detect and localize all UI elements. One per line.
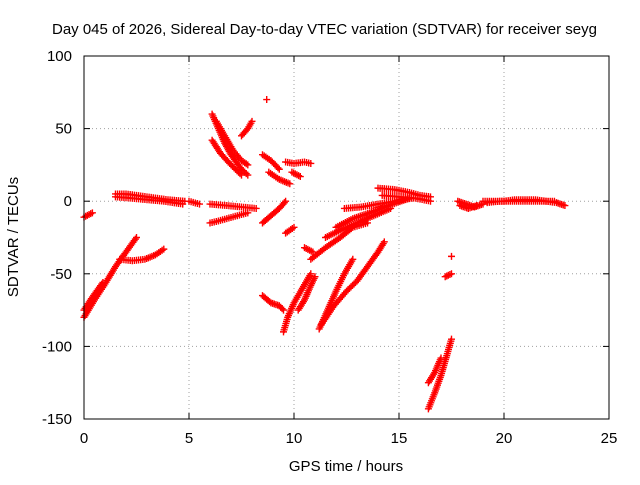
data-point bbox=[179, 200, 187, 208]
data-point bbox=[274, 164, 282, 172]
data-point bbox=[244, 171, 252, 179]
data-point bbox=[252, 204, 260, 212]
x-tick-label: 5 bbox=[185, 430, 193, 447]
data-point bbox=[88, 209, 96, 217]
data-point bbox=[236, 170, 244, 178]
data-point bbox=[242, 160, 250, 168]
data-point bbox=[561, 202, 569, 210]
y-tick-label: 50 bbox=[55, 121, 72, 138]
data-point bbox=[296, 173, 304, 181]
data-point bbox=[311, 273, 319, 281]
data-point bbox=[160, 245, 168, 253]
data-point bbox=[278, 305, 286, 313]
data-point bbox=[307, 270, 315, 278]
x-tick-label: 0 bbox=[80, 430, 88, 447]
data-point bbox=[473, 202, 481, 210]
y-axis-label: SDTVAR / TECUs bbox=[5, 177, 22, 297]
axes: 0 5 10 15 20 25 -150 -100 -50 0 50 100 bbox=[42, 48, 617, 447]
data-point bbox=[349, 255, 357, 263]
data-point bbox=[444, 271, 452, 279]
data-point bbox=[441, 273, 449, 281]
data-point bbox=[244, 161, 252, 169]
x-tick-label: 20 bbox=[496, 430, 513, 447]
y-tick-label: 100 bbox=[47, 48, 72, 65]
data-points bbox=[80, 96, 569, 413]
data-point bbox=[286, 180, 294, 188]
grid bbox=[84, 56, 609, 419]
data-point bbox=[196, 200, 203, 208]
x-axis-label: GPS time / hours bbox=[289, 458, 403, 475]
data-point bbox=[98, 280, 106, 288]
data-point bbox=[275, 165, 283, 173]
data-point bbox=[280, 199, 288, 207]
data-point bbox=[307, 159, 315, 167]
data-point bbox=[437, 354, 445, 362]
y-tick-label: -150 bbox=[42, 411, 72, 428]
data-point bbox=[99, 279, 107, 287]
data-point bbox=[448, 270, 455, 278]
data-point bbox=[282, 197, 290, 205]
data-point bbox=[263, 96, 271, 104]
chart-title: Day 045 of 2026, Sidereal Day-to-day VTE… bbox=[52, 21, 597, 38]
data-point bbox=[133, 234, 140, 241]
y-tick-label: -100 bbox=[42, 338, 72, 355]
data-point bbox=[443, 272, 451, 280]
data-point bbox=[131, 235, 139, 243]
plot-frame bbox=[83, 55, 610, 420]
y-tick-label: -50 bbox=[50, 266, 72, 283]
data-point bbox=[280, 306, 287, 314]
data-point bbox=[238, 171, 245, 179]
data-point bbox=[380, 238, 388, 246]
data-point bbox=[446, 271, 454, 279]
data-point bbox=[242, 170, 250, 178]
data-point bbox=[448, 252, 455, 260]
data-point bbox=[550, 197, 558, 205]
y-tick-label: 0 bbox=[64, 193, 72, 210]
data-point bbox=[290, 223, 298, 231]
data-point bbox=[427, 197, 434, 205]
data-point bbox=[244, 209, 252, 217]
x-tick-label: 25 bbox=[601, 430, 618, 447]
x-tick-label: 15 bbox=[391, 430, 408, 447]
data-point bbox=[448, 335, 455, 343]
data-point bbox=[248, 117, 256, 125]
x-tick-label: 10 bbox=[286, 430, 303, 447]
